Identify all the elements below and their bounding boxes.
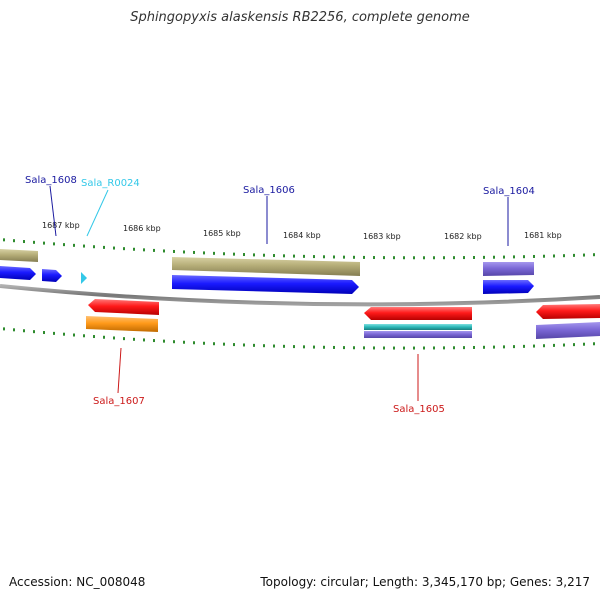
reverse-features — [86, 299, 600, 339]
gene-label-sala-1608[interactable]: Sala_1608 — [25, 175, 77, 186]
accession-label: Accession: NC_008048 — [9, 575, 146, 589]
gene-arrow-sala-1604-purple[interactable] — [483, 262, 534, 276]
gene-arrow-sala-1606[interactable] — [172, 275, 359, 294]
gene-arrow-sala-1608[interactable] — [42, 269, 62, 282]
leader-sala-1607 — [117, 347, 122, 394]
gene-label-sala-1606[interactable]: Sala_1606 — [243, 185, 295, 196]
gene-arrow-blue-small[interactable] — [483, 280, 534, 294]
kbp-label: 1685 kbp — [203, 229, 241, 238]
tick-track-top — [3, 238, 595, 260]
kbp-label: 1682 kbp — [444, 232, 482, 241]
kbp-label: 1684 kbp — [283, 231, 321, 240]
rna-band-purple[interactable] — [364, 331, 472, 338]
kbp-scale: 1687 kbp 1686 kbp 1685 kbp 1684 kbp 1683… — [42, 221, 562, 241]
tick-track-bottom — [3, 327, 595, 350]
forward-features — [0, 249, 534, 294]
gene-label-sala-r0024[interactable]: Sala_R0024 — [81, 178, 140, 189]
genome-summary-label: Topology: circular; Length: 3,345,170 bp… — [260, 575, 590, 589]
kbp-label: 1686 kbp — [123, 224, 161, 233]
leader-sala-1608 — [49, 185, 57, 237]
genome-backbone — [0, 284, 600, 307]
gene-arrow-red-right[interactable] — [536, 304, 600, 319]
gene-label-sala-1605[interactable]: Sala_1605 — [393, 404, 445, 415]
gene-label-sala-1604[interactable]: Sala_1604 — [483, 186, 535, 197]
kbp-label: 1683 kbp — [363, 232, 401, 241]
gene-arrow-sala-1607[interactable] — [88, 299, 159, 315]
gene-arrow-orange[interactable] — [86, 316, 158, 332]
gene-arrow-blue[interactable] — [0, 266, 36, 280]
gene-arrow-sala-1605[interactable] — [364, 307, 472, 320]
kbp-label: 1681 kbp — [524, 231, 562, 240]
label-leaders — [49, 185, 509, 401]
kbp-label: 1687 kbp — [42, 221, 80, 230]
gene-arrow-olive[interactable] — [0, 249, 38, 262]
map-title: Sphingopyxis alaskensis RB2256, complete… — [130, 10, 470, 25]
leader-sala-r0024 — [86, 189, 109, 237]
rna-arrow-sala-r0024[interactable] — [81, 272, 87, 284]
rna-band-teal[interactable] — [364, 324, 472, 330]
rrna-band-olive[interactable] — [172, 257, 360, 276]
gene-arrow-purple-right[interactable] — [536, 322, 600, 339]
gene-label-sala-1607[interactable]: Sala_1607 — [93, 396, 145, 407]
